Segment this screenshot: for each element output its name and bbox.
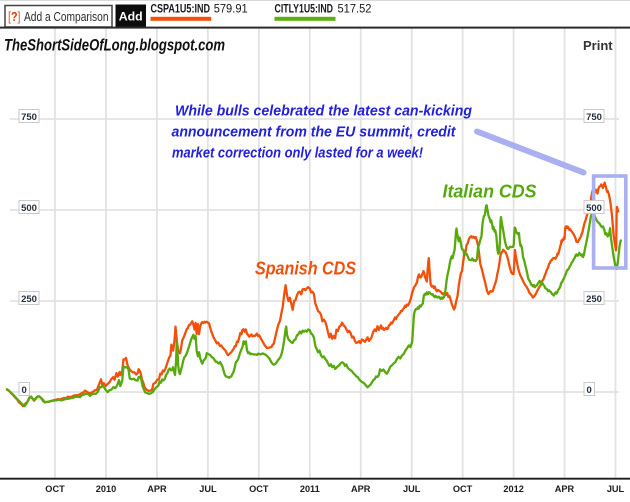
svg-text:OCT: OCT	[453, 484, 473, 494]
svg-text:OCT: OCT	[45, 484, 65, 494]
svg-text:0: 0	[22, 385, 27, 396]
svg-text:250: 250	[586, 294, 602, 305]
svg-text:APR: APR	[351, 484, 371, 494]
svg-text:JUL: JUL	[403, 484, 421, 494]
svg-text:0: 0	[587, 385, 592, 396]
svg-text:250: 250	[21, 294, 37, 305]
svg-text:500: 500	[21, 203, 37, 214]
svg-text:517.52: 517.52	[338, 4, 372, 16]
svg-text:[?]: [?]	[8, 9, 21, 24]
svg-text:Italian CDS: Italian CDS	[443, 181, 538, 202]
svg-text:750: 750	[586, 112, 602, 123]
svg-text:JUL: JUL	[199, 484, 217, 494]
svg-text:2012: 2012	[503, 484, 523, 494]
svg-text:Print: Print	[583, 38, 613, 53]
svg-text:500: 500	[586, 203, 602, 214]
svg-text:APR: APR	[147, 484, 167, 494]
svg-text:JUL: JUL	[607, 484, 625, 494]
svg-text:2011: 2011	[300, 484, 320, 494]
svg-text:OCT: OCT	[249, 484, 269, 494]
svg-text:Add a Comparison: Add a Comparison	[24, 9, 109, 24]
svg-text:579.91: 579.91	[214, 4, 248, 16]
svg-text:750: 750	[21, 112, 37, 123]
svg-text:announcement from the EU summi: announcement from the EU summit, credit	[172, 124, 457, 141]
svg-text:market correction only lasted: market correction only lasted for a week…	[172, 145, 423, 162]
svg-text:Spanish CDS: Spanish CDS	[255, 258, 357, 279]
svg-text:CITLY1U5:IND: CITLY1U5:IND	[275, 4, 334, 16]
svg-text:While bulls celebrated the lat: While bulls celebrated the latest can-ki…	[175, 103, 473, 120]
svg-text:APR: APR	[555, 484, 575, 494]
svg-text:TheShortSideOfLong.blogspot.co: TheShortSideOfLong.blogspot.com	[4, 36, 225, 55]
svg-text:CSPA1U5:IND: CSPA1U5:IND	[151, 4, 211, 16]
svg-text:Add: Add	[119, 10, 143, 24]
svg-text:2010: 2010	[96, 484, 116, 494]
